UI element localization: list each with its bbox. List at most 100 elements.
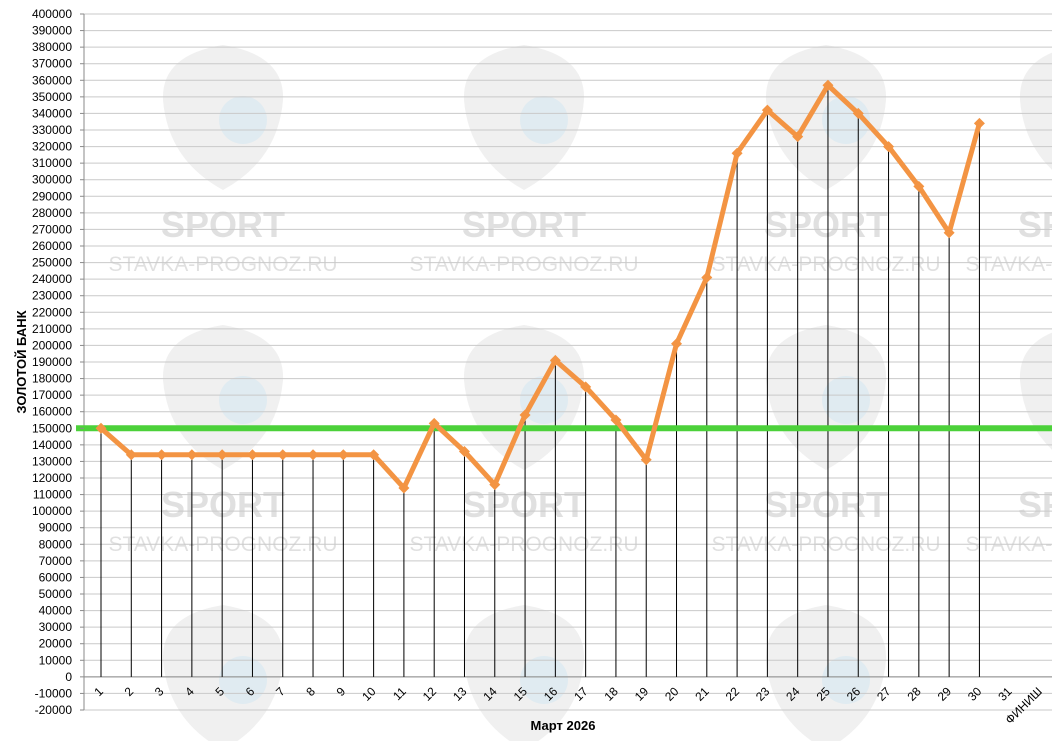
watermark-ball-icon xyxy=(219,96,267,144)
y-tick-label: 290000 xyxy=(32,189,72,203)
series-layer xyxy=(95,79,985,494)
data-point xyxy=(95,422,107,434)
watermark-tile xyxy=(463,605,585,741)
data-point xyxy=(307,449,319,461)
data-point xyxy=(580,381,592,393)
x-tick-label: 3 xyxy=(152,684,167,699)
watermark-ball-icon xyxy=(520,656,568,704)
watermark-ball-icon xyxy=(219,376,267,424)
watermark-line1: SPORT xyxy=(462,204,586,245)
y-tick-label: 310000 xyxy=(32,156,72,170)
y-tick-label: 10000 xyxy=(39,653,73,667)
y-tick-label: -20000 xyxy=(35,703,73,717)
data-point xyxy=(246,449,258,461)
y-tick-label: 270000 xyxy=(32,222,72,236)
y-tick-label: 160000 xyxy=(32,405,72,419)
y-tick-label: 110000 xyxy=(33,488,72,502)
y-tick-label: 70000 xyxy=(39,554,73,568)
data-point xyxy=(519,409,531,421)
watermark-ball-icon xyxy=(520,96,568,144)
x-tick-label: 21 xyxy=(692,684,712,704)
x-tick-label: 13 xyxy=(450,684,470,704)
watermark-line1: SPORT xyxy=(161,204,285,245)
y-tick-label: 390000 xyxy=(32,24,72,38)
y-tick-label: 190000 xyxy=(32,355,72,369)
watermark-ball-icon xyxy=(219,656,267,704)
y-tick-label: 380000 xyxy=(32,40,72,54)
data-point xyxy=(277,449,289,461)
x-tick-label: 18 xyxy=(602,684,622,704)
watermark-tile: SPORT STAVKA-PROGNOZ.RU xyxy=(965,52,1052,276)
watermark-tile: SPORT STAVKA-PROGNOZ.RU xyxy=(409,45,639,276)
y-tick-label: 120000 xyxy=(32,471,72,485)
x-tick-label: 2 xyxy=(122,684,137,699)
data-point xyxy=(216,449,228,461)
y-tick-label: 100000 xyxy=(32,504,72,518)
drop-lines xyxy=(100,85,980,677)
y-tick-label: -10000 xyxy=(35,686,73,700)
data-point xyxy=(549,354,561,366)
y-tick-label: 20000 xyxy=(39,637,73,651)
x-tick-label: 1 xyxy=(91,684,106,699)
y-tick-label: 200000 xyxy=(32,338,72,352)
gridlines xyxy=(83,13,1052,711)
x-tick-label: 22 xyxy=(723,684,743,704)
y-tick-label: 340000 xyxy=(32,106,72,120)
data-point xyxy=(610,414,622,426)
y-tick-label: 260000 xyxy=(32,239,72,253)
data-point xyxy=(337,449,349,461)
data-point xyxy=(428,417,440,429)
y-tick-label: 300000 xyxy=(32,173,72,187)
x-tick-label: 12 xyxy=(420,684,440,704)
x-tick-label: 9 xyxy=(334,684,349,699)
x-tick-label: 28 xyxy=(904,684,924,704)
y-tick-label: 140000 xyxy=(32,438,72,452)
data-point xyxy=(640,454,652,466)
y-tick-label: 170000 xyxy=(32,388,72,402)
data-point xyxy=(489,479,501,491)
data-point xyxy=(125,449,137,461)
watermark-line1: SPORT xyxy=(764,484,888,525)
y-tick-label: 50000 xyxy=(39,587,73,601)
watermark-line1: SPORT xyxy=(1018,484,1052,525)
y-axis-ticks: -20000 -10000 0 10000 20000 30000 40000 50000 60… xyxy=(32,7,84,717)
watermark-line1: SPORT xyxy=(764,204,888,245)
watermark-line1: SPORT xyxy=(1018,204,1052,245)
y-tick-label: 40000 xyxy=(39,604,73,618)
watermark-line1: SPORT xyxy=(161,484,285,525)
watermark-line2: STAVKA-PROGNOZ.RU xyxy=(409,253,638,276)
y-tick-label: 80000 xyxy=(39,537,73,551)
y-tick-label: 150000 xyxy=(32,421,72,435)
watermark-shield-icon xyxy=(1019,52,1052,170)
data-point xyxy=(852,107,864,119)
x-tick-label: 8 xyxy=(303,684,318,699)
data-point xyxy=(943,227,955,239)
y-tick-label: 220000 xyxy=(32,305,72,319)
y-tick-label: 360000 xyxy=(32,73,72,87)
y-tick-label: 30000 xyxy=(39,620,73,634)
watermark-shield-icon xyxy=(1019,332,1052,450)
y-tick-label: 370000 xyxy=(32,57,72,71)
data-point xyxy=(701,271,713,283)
y-tick-label: 320000 xyxy=(32,140,72,154)
y-tick-label: 280000 xyxy=(32,206,72,220)
x-tick-label: 29 xyxy=(935,684,955,704)
data-point xyxy=(671,338,683,350)
watermark-tile xyxy=(162,605,284,741)
x-tick-label: 11 xyxy=(390,684,409,703)
watermark-line2: STAVKA-PROGNOZ.RU xyxy=(965,253,1052,276)
watermark-line1: SPORT xyxy=(462,484,586,525)
data-point xyxy=(156,449,168,461)
data-point xyxy=(822,79,834,91)
x-tick-label: 30 xyxy=(965,684,985,704)
y-tick-label: 330000 xyxy=(32,123,72,137)
x-axis-title: Март 2026 xyxy=(531,718,596,733)
y-tick-label: 130000 xyxy=(32,454,72,468)
x-tick-label: 20 xyxy=(662,684,682,704)
